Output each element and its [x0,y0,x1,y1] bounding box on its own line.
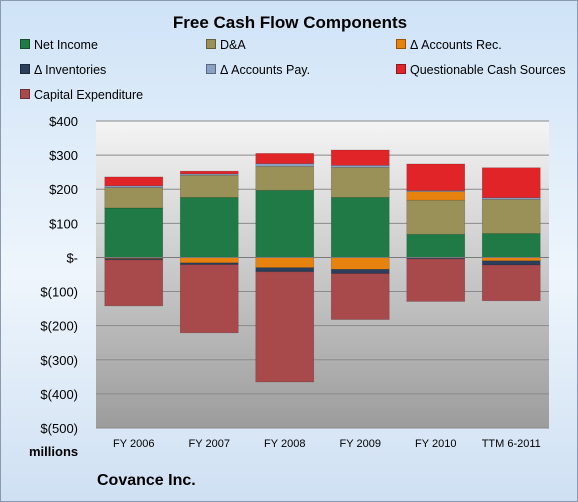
legend-item: Net Income [20,38,98,52]
y-tick-label: $- [66,250,78,265]
bar-segment [179,257,239,264]
x-category-label: FY 2009 [340,438,381,450]
x-category-label: FY 2006 [113,438,154,450]
bar-segment [255,153,315,164]
bar-segment [406,199,466,235]
legend-label: Δ Accounts Rec. [410,38,502,52]
y-tick-label: $(300) [40,353,78,368]
bar-segment [255,257,315,268]
x-category-label: TTM 6-2011 [482,438,541,450]
bar-segment [330,149,390,166]
company-label: Covance Inc. [97,472,196,489]
legend-swatch [20,89,30,99]
y-tick-label: $(200) [40,319,78,334]
bar-segment [179,173,239,176]
bar-segment [104,207,164,258]
bar-segment [179,174,239,198]
bar-segment [406,163,466,191]
bar-segment [255,189,315,258]
bar-segment [406,258,466,302]
legend-label: Δ Inventories [34,63,107,77]
legend-label: Questionable Cash Sources [410,63,566,77]
legend-item: Capital Expenditure [20,88,143,102]
chart-title: Free Cash Flow Components [172,13,408,32]
bar-segment [179,197,239,258]
legend-swatch [396,64,406,74]
bar-segment [255,271,315,383]
bar-segment [179,264,239,334]
bar-segment [255,267,315,273]
bar-segment [481,233,541,258]
bar-segment [481,257,541,262]
legend-item: D&A [206,38,246,52]
bar-segment [104,187,164,209]
y-tick-label: $400 [49,114,78,129]
y-tick-label: $(400) [40,387,78,402]
bar-segment [406,233,466,258]
bar-segment [104,176,164,187]
bar-segment [481,199,541,234]
x-category-label: FY 2010 [415,438,456,450]
legend-swatch [20,64,30,74]
bar-segment [481,167,541,199]
plot-area [96,121,549,428]
bar-segment [406,191,466,201]
bar-segment [330,167,390,198]
y-tick-label: $(500) [40,421,78,436]
bar-segment [104,259,164,307]
units-label: millions [29,444,79,459]
legend-item: Δ Accounts Pay. [206,63,310,77]
bar-segment [330,165,390,168]
y-tick-label: $200 [49,182,78,197]
bar-segment [255,163,315,167]
legend-swatch [20,39,30,49]
legend-label: Δ Accounts Pay. [220,63,311,77]
bar-segment [179,170,239,175]
bar-segment [104,185,164,188]
x-category-label: FY 2008 [264,438,305,450]
legend-label: D&A [220,38,246,52]
legend-label: Capital Expenditure [34,88,144,102]
legend-label: Net Income [34,38,98,52]
legend-item: Δ Inventories [20,63,106,77]
bar-segment [481,260,541,266]
bar-segment [481,264,541,302]
legend-item: Δ Accounts Rec. [396,38,502,52]
legend-swatch [206,39,216,49]
legend-item: Questionable Cash Sources [396,63,566,77]
bar-segment [330,257,390,270]
x-category-label: FY 2007 [189,438,230,450]
y-tick-label: $(100) [40,285,78,300]
y-tick-label: $300 [49,148,78,163]
legend-swatch [396,39,406,49]
bar-segment [330,273,390,320]
y-tick-label: $100 [49,216,78,231]
bar-segment [330,269,390,274]
legend-swatch [206,64,216,74]
bar-segment [330,197,390,258]
bar-segment [255,166,315,191]
